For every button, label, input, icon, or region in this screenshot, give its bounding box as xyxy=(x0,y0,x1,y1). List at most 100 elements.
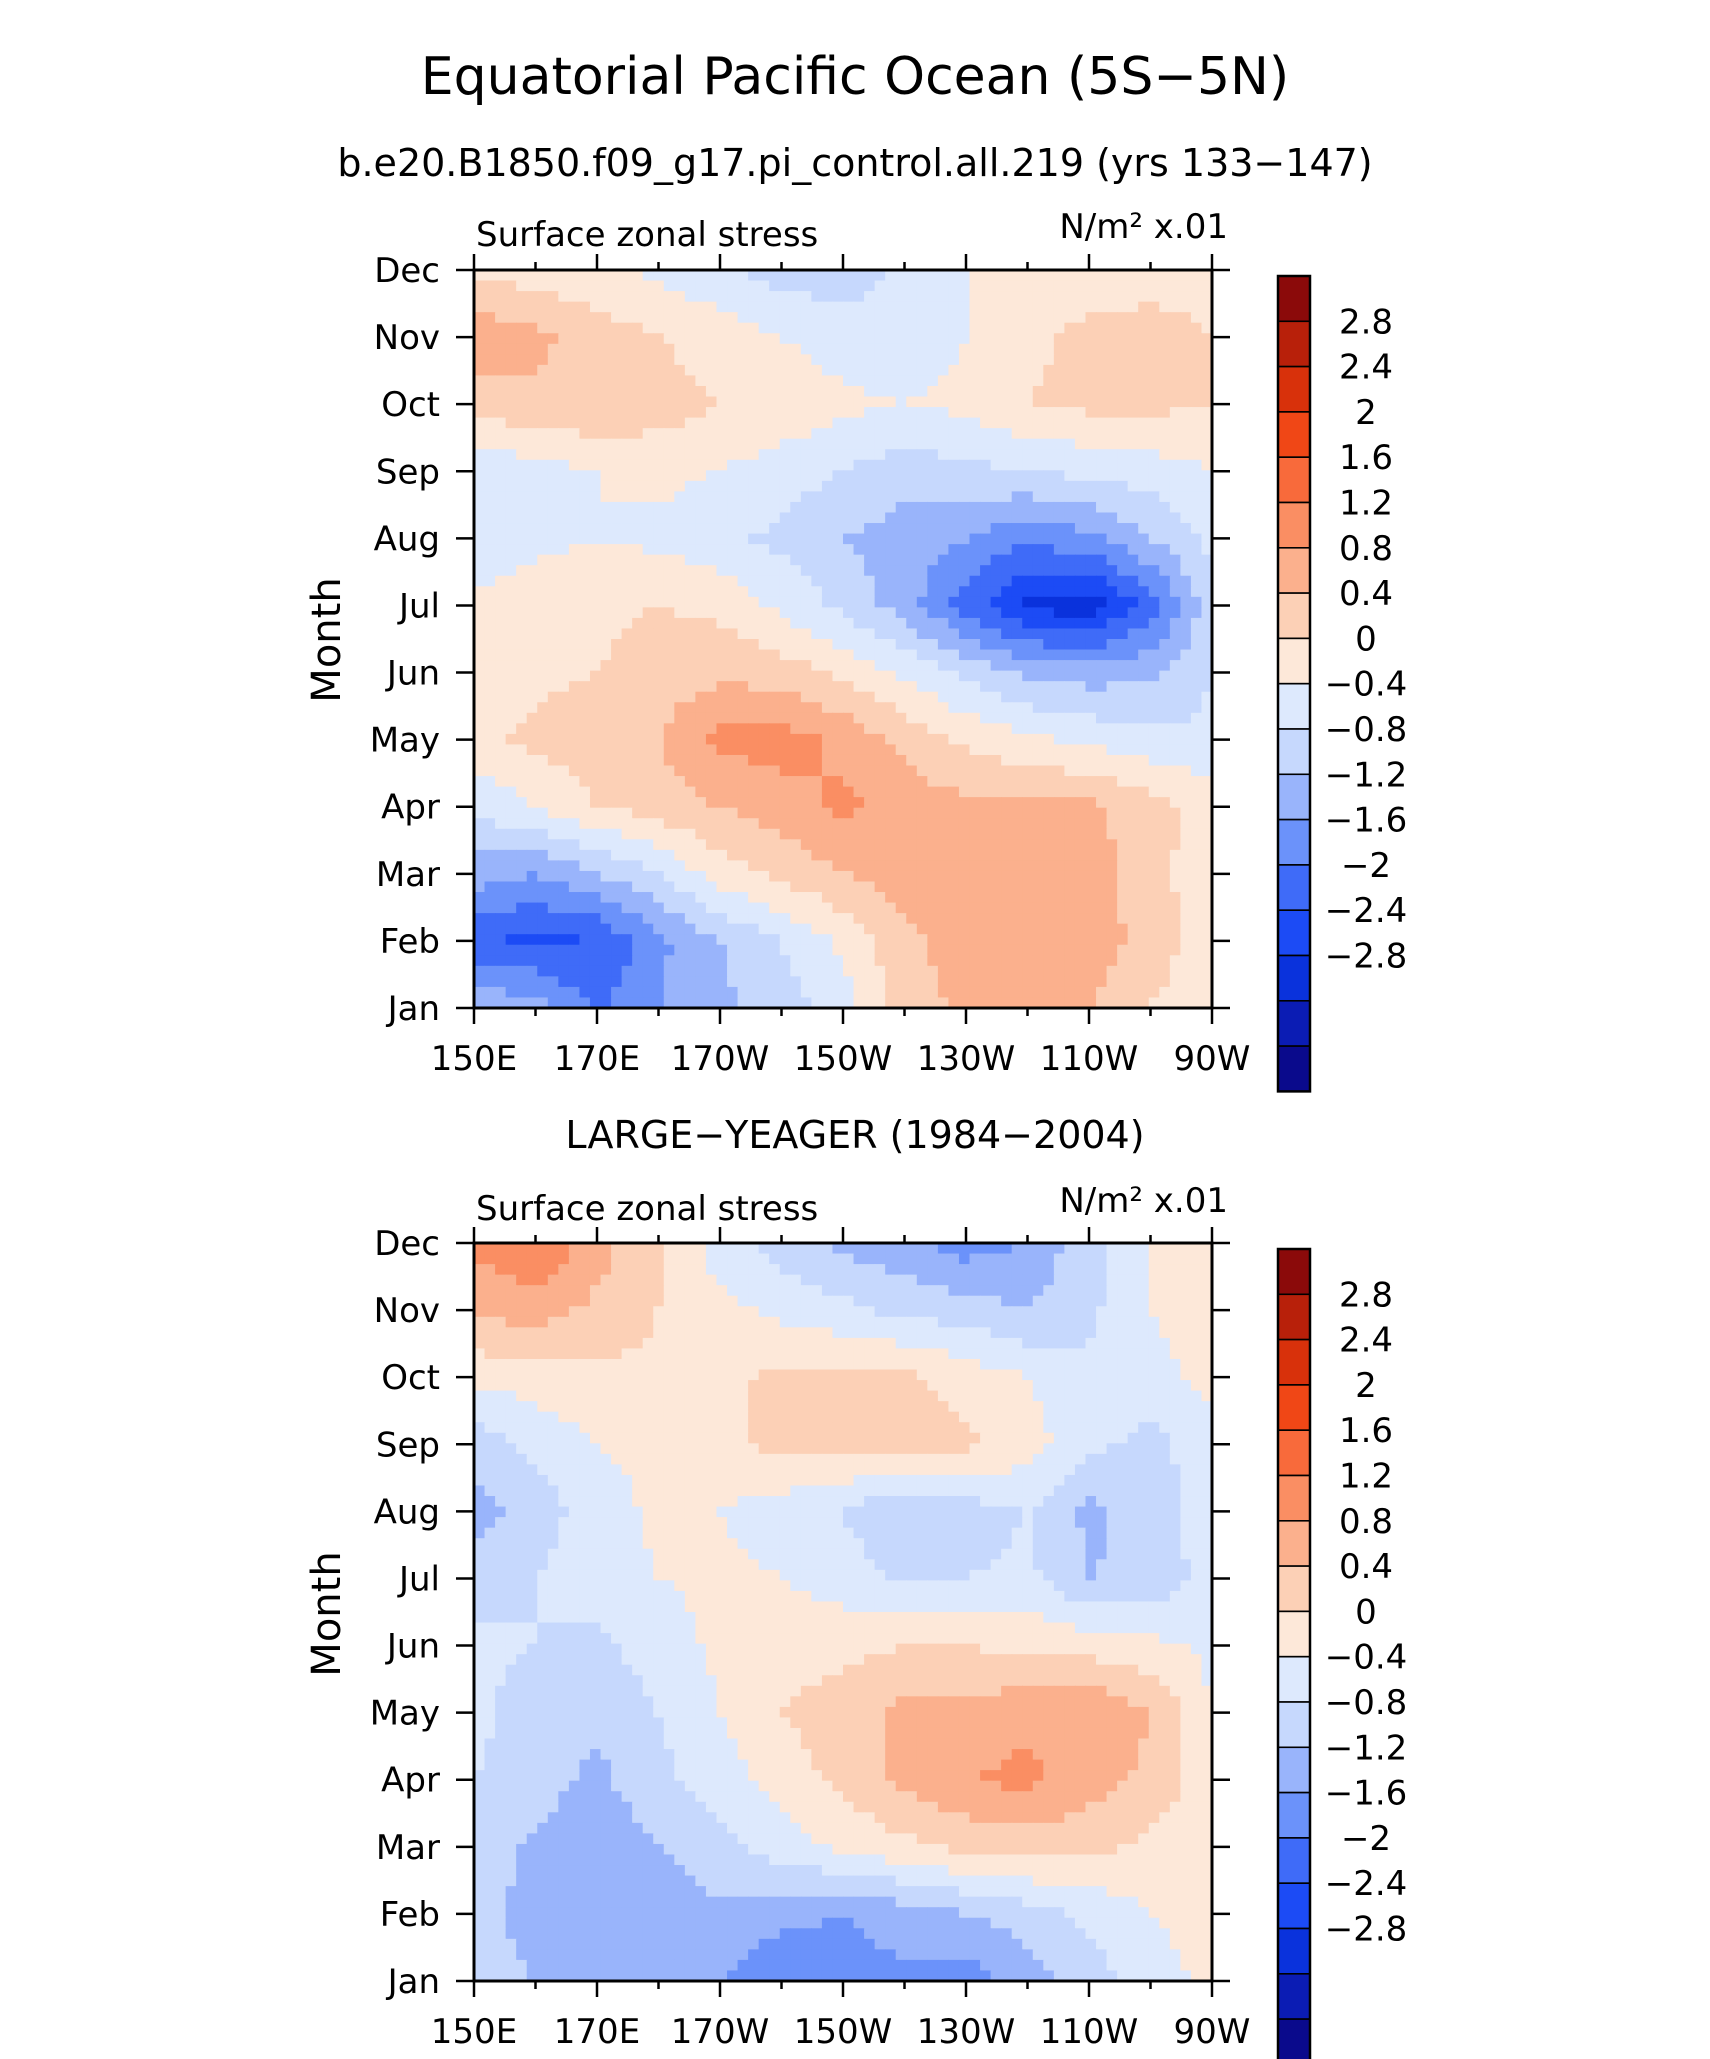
heatmap-cell xyxy=(1180,839,1192,851)
heatmap-cell xyxy=(853,364,865,377)
heatmap-cell xyxy=(769,881,781,893)
heatmap-cell xyxy=(779,807,791,819)
heatmap-cell xyxy=(684,554,696,566)
heatmap-cell xyxy=(1169,354,1181,366)
heatmap-cell xyxy=(1085,670,1097,682)
heatmap-cell xyxy=(1127,839,1139,851)
heatmap-cell xyxy=(790,776,802,788)
heatmap-cell xyxy=(800,639,812,651)
heatmap-cell xyxy=(1001,733,1013,746)
heatmap-cell xyxy=(695,965,707,977)
heatmap-cell xyxy=(811,428,823,440)
heatmap-cell xyxy=(1138,923,1150,935)
heatmap-cell xyxy=(1043,470,1055,482)
heatmap-cell xyxy=(484,892,496,904)
heatmap-cell xyxy=(737,849,749,861)
heatmap-cell xyxy=(937,333,950,345)
heatmap-cell xyxy=(748,459,760,471)
heatmap-cell xyxy=(769,501,781,514)
heatmap-cell xyxy=(1032,523,1044,535)
heatmap-cell xyxy=(1032,860,1044,872)
heatmap-cell xyxy=(642,428,654,440)
heatmap-cell xyxy=(885,754,897,767)
heatmap-cell xyxy=(632,976,644,988)
heatmap-cell xyxy=(674,723,686,735)
heatmap-cell xyxy=(526,754,538,767)
heatmap-cell xyxy=(1159,797,1171,809)
heatmap-cell xyxy=(906,776,918,788)
heatmap-cell xyxy=(716,565,728,577)
heatmap-cell xyxy=(758,354,770,366)
heatmap-cell xyxy=(1180,470,1192,482)
heatmap-cell xyxy=(1201,986,1213,999)
heatmap-cell xyxy=(663,544,675,556)
heatmap-cell xyxy=(537,312,549,324)
heatmap-cell xyxy=(790,417,802,429)
heatmap-cell xyxy=(1127,649,1139,661)
heatmap-cell xyxy=(1159,881,1171,893)
heatmap-cell xyxy=(790,702,802,714)
heatmap-cell xyxy=(800,628,812,640)
heatmap-cell xyxy=(727,491,739,503)
heatmap-cell xyxy=(1180,712,1192,724)
heatmap-cell xyxy=(737,628,749,640)
heatmap-cell xyxy=(1138,997,1150,1009)
heatmap-cell xyxy=(885,407,897,419)
heatmap-cell xyxy=(748,723,760,735)
heatmap-cell xyxy=(684,322,696,334)
heatmap-cell xyxy=(642,712,654,724)
heatmap-cell xyxy=(832,818,844,830)
heatmap-cell xyxy=(1022,786,1034,798)
heatmap-cell xyxy=(1127,670,1139,682)
heatmap-cell xyxy=(874,438,886,450)
heatmap-cell xyxy=(589,596,602,608)
heatmap-cell xyxy=(864,681,876,693)
heatmap-cell xyxy=(1180,407,1192,419)
heatmap-cell xyxy=(1201,322,1213,334)
heatmap-cell xyxy=(1190,786,1203,798)
heatmap-cell xyxy=(684,333,696,345)
heatmap-cell xyxy=(821,417,834,429)
heatmap-cell xyxy=(705,797,718,809)
heatmap-cell xyxy=(1022,459,1034,471)
heatmap-cell xyxy=(1053,965,1065,977)
heatmap-cell xyxy=(1201,544,1213,556)
heatmap-cell xyxy=(1043,396,1055,408)
heatmap-cell xyxy=(821,470,834,482)
heatmap-cell xyxy=(737,818,749,830)
heatmap-cell xyxy=(1159,544,1171,556)
heatmap-cell xyxy=(621,544,633,556)
heatmap-cell xyxy=(537,354,549,366)
heatmap-cell xyxy=(937,786,950,798)
heatmap-cell xyxy=(653,322,665,334)
heatmap-cell xyxy=(632,322,644,334)
heatmap-cell xyxy=(927,501,939,514)
heatmap-cell xyxy=(769,565,781,577)
heatmap-cell xyxy=(663,744,675,756)
heatmap-cell xyxy=(600,870,612,883)
heatmap-cell xyxy=(727,512,739,524)
heatmap-cell xyxy=(1159,733,1171,746)
heatmap-cell xyxy=(705,723,718,735)
heatmap-cell xyxy=(927,333,939,345)
heatmap-cell xyxy=(800,744,812,756)
heatmap-cell xyxy=(484,776,496,788)
heatmap-cell xyxy=(958,807,971,819)
heatmap-cell xyxy=(495,881,507,893)
heatmap-cell xyxy=(653,333,665,345)
heatmap-cell xyxy=(537,407,549,419)
heatmap-cell xyxy=(906,902,918,914)
heatmap-cell xyxy=(748,660,760,672)
heatmap-cell xyxy=(642,786,654,798)
heatmap-cell xyxy=(568,459,581,471)
heatmap-cell xyxy=(716,786,728,798)
heatmap-cell xyxy=(958,438,971,450)
heatmap-cell xyxy=(800,396,812,408)
heatmap-cell xyxy=(1011,923,1023,935)
x-tick-label: 110W xyxy=(1040,1039,1139,1079)
heatmap-cell xyxy=(980,385,992,398)
heatmap-cell xyxy=(864,818,876,830)
heatmap-cell xyxy=(558,807,570,819)
heatmap-cell xyxy=(906,343,918,355)
heatmap-cell xyxy=(969,955,981,967)
